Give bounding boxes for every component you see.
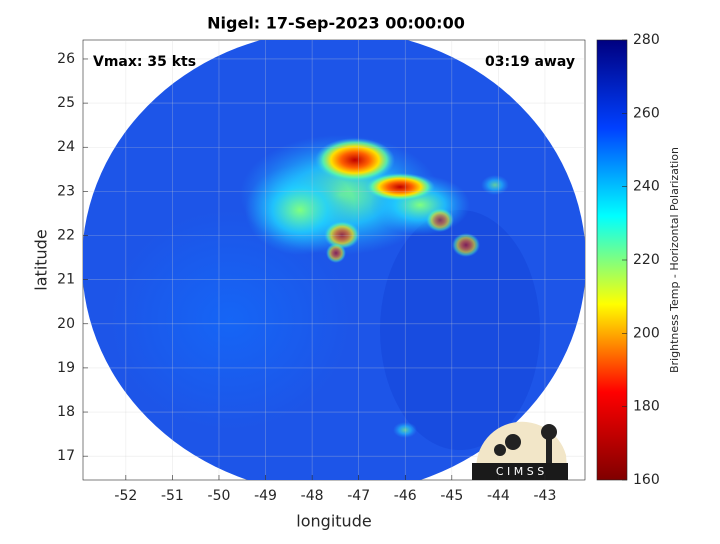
time-annotation: 03:19 away — [485, 54, 575, 70]
colorbar-tick-label: 280 — [633, 32, 660, 48]
colorbar-tick-label: 160 — [633, 472, 660, 488]
colorbar-tick-label: 200 — [633, 325, 660, 341]
y-tick-label: 17 — [57, 448, 75, 464]
x-tick-label: -47 — [347, 488, 370, 504]
grid — [83, 40, 585, 480]
x-tick-label: -46 — [394, 488, 417, 504]
colorbar-label: Brightness Temp - Horizontal Polarizatio… — [668, 147, 681, 373]
y-tick-label: 25 — [57, 95, 75, 111]
colorbar-tick-label: 260 — [633, 105, 660, 121]
colorbar-tick-label: 220 — [633, 252, 660, 268]
cimss-logo: C I M S S — [472, 421, 568, 480]
x-axis-label: longitude — [296, 512, 371, 531]
x-tick-label: -51 — [161, 488, 184, 504]
x-tick-label: -49 — [254, 488, 277, 504]
colorbar-tick-label: 180 — [633, 399, 660, 415]
x-tick-label: -50 — [208, 488, 231, 504]
x-tick-label: -44 — [487, 488, 510, 504]
x-tick-label: -43 — [534, 488, 557, 504]
x-tick-label: -45 — [440, 488, 463, 504]
x-tick-label: -52 — [114, 488, 137, 504]
image — [83, 40, 585, 480]
y-tick-label: 18 — [57, 404, 75, 420]
colorbar-tick-label: 240 — [633, 179, 660, 195]
x-tick-label: -48 — [301, 488, 324, 504]
y-tick-label: 19 — [57, 360, 75, 376]
y-tick-label: 26 — [57, 51, 75, 67]
y-tick-label: 22 — [57, 228, 75, 244]
y-tick-label: 24 — [57, 139, 75, 155]
chart-title: Nigel: 17-Sep-2023 00:00:00 — [207, 14, 465, 33]
y-tick-label: 23 — [57, 183, 75, 199]
y-tick-label: 20 — [57, 316, 75, 332]
y-axis-label: latitude — [32, 229, 51, 290]
logo-text: C I M S S — [496, 465, 544, 478]
y-tick-label: 21 — [57, 272, 75, 288]
vmax-annotation: Vmax: 35 kts — [93, 54, 196, 70]
